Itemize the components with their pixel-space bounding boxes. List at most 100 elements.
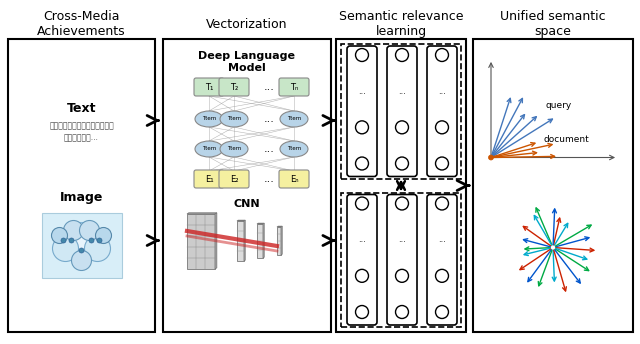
Text: ...: ...	[438, 235, 446, 244]
Polygon shape	[237, 220, 245, 221]
Text: ...: ...	[358, 87, 366, 96]
Bar	[341, 44, 461, 179]
Text: Tₙ: Tₙ	[290, 83, 298, 92]
Circle shape	[435, 121, 449, 134]
Text: Deep Language
Model: Deep Language Model	[198, 51, 296, 73]
Circle shape	[396, 121, 408, 134]
Ellipse shape	[220, 141, 248, 157]
Text: 高分子化合物...: 高分子化合物...	[64, 133, 99, 142]
Circle shape	[51, 227, 67, 244]
Text: Text: Text	[67, 102, 96, 115]
Circle shape	[61, 238, 66, 243]
Circle shape	[356, 269, 369, 282]
Polygon shape	[215, 213, 217, 269]
Bar	[42, 213, 122, 278]
Ellipse shape	[220, 111, 248, 127]
Text: E₂: E₂	[230, 174, 238, 183]
Text: T₁: T₁	[205, 83, 213, 92]
Circle shape	[356, 197, 369, 210]
Circle shape	[396, 197, 408, 210]
Circle shape	[72, 250, 92, 270]
Text: ...: ...	[264, 174, 275, 184]
Text: Image: Image	[60, 191, 103, 204]
Circle shape	[356, 49, 369, 62]
FancyBboxPatch shape	[194, 78, 224, 96]
FancyBboxPatch shape	[194, 170, 224, 188]
Circle shape	[435, 197, 449, 210]
Circle shape	[435, 305, 449, 319]
Circle shape	[356, 157, 369, 170]
FancyBboxPatch shape	[279, 78, 309, 96]
Text: Unified semantic
space: Unified semantic space	[500, 10, 606, 38]
FancyBboxPatch shape	[387, 194, 417, 325]
Circle shape	[89, 238, 94, 243]
Ellipse shape	[195, 111, 223, 127]
Polygon shape	[187, 214, 215, 269]
Circle shape	[79, 248, 84, 253]
Circle shape	[79, 221, 99, 240]
Text: ...: ...	[398, 235, 406, 244]
Polygon shape	[277, 227, 281, 255]
Text: Ttem: Ttem	[227, 147, 241, 151]
Bar	[163, 39, 331, 332]
Text: Ttem: Ttem	[287, 147, 301, 151]
Text: ...: ...	[438, 87, 446, 96]
Circle shape	[69, 238, 74, 243]
Text: Vectorization: Vectorization	[206, 18, 288, 31]
Circle shape	[396, 305, 408, 319]
FancyBboxPatch shape	[219, 78, 249, 96]
Ellipse shape	[195, 141, 223, 157]
Circle shape	[356, 121, 369, 134]
Circle shape	[435, 49, 449, 62]
Circle shape	[435, 157, 449, 170]
Text: Eₙ: Eₙ	[290, 174, 298, 183]
Circle shape	[488, 155, 493, 160]
Circle shape	[95, 227, 111, 244]
Circle shape	[97, 238, 102, 243]
Text: ...: ...	[398, 87, 406, 96]
Polygon shape	[277, 226, 282, 227]
Polygon shape	[187, 213, 217, 214]
Text: Ttem: Ttem	[202, 117, 216, 121]
Circle shape	[84, 236, 111, 261]
Circle shape	[63, 223, 99, 258]
Polygon shape	[263, 223, 264, 258]
FancyBboxPatch shape	[347, 46, 377, 176]
Bar	[341, 193, 461, 327]
Text: document: document	[543, 135, 589, 144]
FancyBboxPatch shape	[279, 170, 309, 188]
FancyBboxPatch shape	[427, 46, 457, 176]
Polygon shape	[244, 220, 245, 261]
FancyBboxPatch shape	[219, 170, 249, 188]
Circle shape	[396, 49, 408, 62]
Ellipse shape	[280, 111, 308, 127]
Bar	[8, 39, 155, 332]
Text: Ttem: Ttem	[287, 117, 301, 121]
Circle shape	[63, 221, 83, 240]
Circle shape	[435, 269, 449, 282]
Polygon shape	[237, 221, 244, 261]
Polygon shape	[281, 226, 282, 255]
Bar	[336, 39, 466, 332]
Circle shape	[396, 157, 408, 170]
Ellipse shape	[280, 141, 308, 157]
Polygon shape	[257, 223, 264, 224]
Text: Semantic relevance
learning: Semantic relevance learning	[339, 10, 463, 38]
Text: 当今世界上作为材料使用的大量: 当今世界上作为材料使用的大量	[49, 121, 114, 130]
Circle shape	[52, 236, 79, 261]
Text: T₂: T₂	[230, 83, 238, 92]
Text: Ttem: Ttem	[202, 147, 216, 151]
Circle shape	[356, 305, 369, 319]
Text: E₁: E₁	[205, 174, 213, 183]
Circle shape	[396, 269, 408, 282]
FancyBboxPatch shape	[387, 46, 417, 176]
Text: query: query	[546, 101, 572, 110]
FancyBboxPatch shape	[427, 194, 457, 325]
FancyBboxPatch shape	[347, 194, 377, 325]
Text: Cross-Media
Achievements: Cross-Media Achievements	[37, 10, 126, 38]
Text: ...: ...	[264, 144, 275, 154]
Bar	[473, 39, 633, 332]
Text: CNN: CNN	[234, 199, 260, 209]
Text: Ttem: Ttem	[227, 117, 241, 121]
Polygon shape	[257, 224, 263, 258]
